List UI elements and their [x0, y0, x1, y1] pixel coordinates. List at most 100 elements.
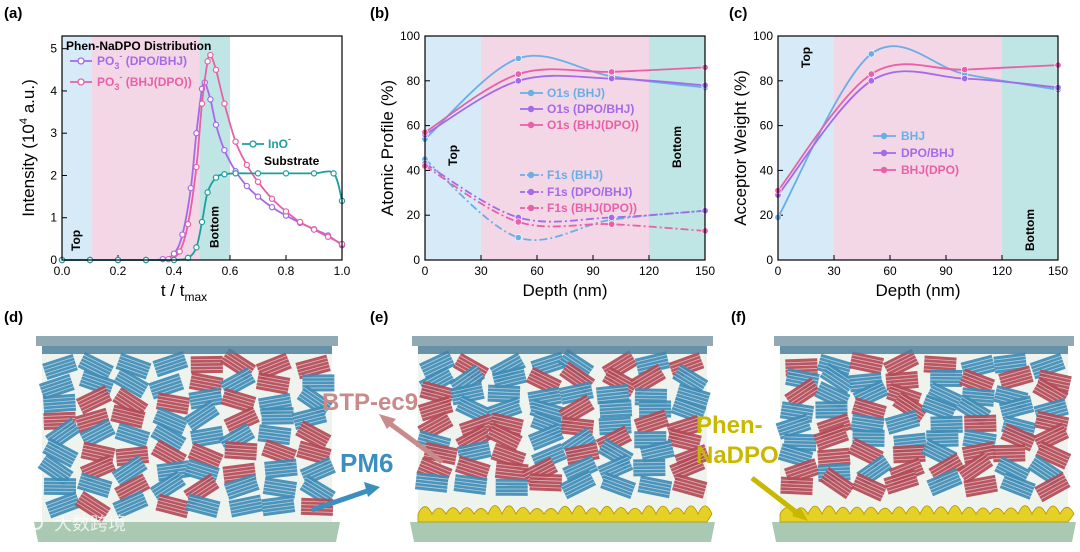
- series-point: [213, 175, 218, 180]
- film-illustration-e: [410, 336, 715, 542]
- phen-label-line2: NaDPO: [696, 442, 779, 469]
- legend-marker-2: [881, 167, 887, 173]
- phen-label-line1: Phen-: [696, 412, 763, 439]
- panel-label-e: (e): [370, 309, 388, 326]
- series-point: [199, 101, 204, 106]
- molecule-stripe: [191, 369, 223, 370]
- series-point: [868, 71, 874, 77]
- y-tick-label: 3: [50, 126, 57, 140]
- x-axis-label: Depth (nm): [522, 281, 607, 300]
- legend-marker-1: [78, 79, 84, 85]
- molecule-stack: [633, 459, 665, 476]
- legend-marker-1: [881, 150, 887, 156]
- legend-label-2: O1s (BHJ(DPO)): [547, 118, 639, 132]
- molecule-body: [44, 478, 76, 495]
- series-point: [208, 97, 213, 102]
- y-tick-label: 1: [50, 211, 57, 225]
- series-point: [325, 234, 330, 239]
- panel-label-a: (a): [4, 5, 22, 22]
- series-point: [233, 171, 238, 176]
- legend-marker-4: [528, 189, 534, 195]
- series-point: [188, 186, 193, 191]
- y-tick-label: 20: [760, 208, 774, 222]
- legend-marker-2: [528, 122, 534, 128]
- molecule-body: [633, 459, 665, 476]
- y-tick-label: 4: [50, 84, 57, 98]
- molecule-stripe: [853, 436, 885, 437]
- molecule-body: [599, 399, 632, 418]
- top-electrode-underlayer: [418, 346, 707, 354]
- molecule-body: [496, 479, 528, 496]
- molecule-stripe: [191, 363, 223, 364]
- x-tick-label: 90: [586, 264, 600, 278]
- y-tick-label: 100: [753, 29, 773, 43]
- series-point: [194, 164, 199, 169]
- series-point: [283, 171, 288, 176]
- region-label-bottom: Bottom: [1023, 209, 1037, 251]
- series-point: [177, 249, 182, 254]
- x-tick-label: 0.4: [166, 264, 183, 278]
- legend-label-1: O1s (DPO/BHJ): [547, 102, 634, 116]
- molecule-stack: [780, 477, 813, 495]
- panel-label-d: (d): [4, 309, 23, 326]
- y-axis-label: Acceptor Weight (%): [731, 70, 750, 226]
- region-label-top: Top: [69, 230, 83, 251]
- region-label-bottom: Bottom: [208, 206, 222, 248]
- x-tick-label: 0: [775, 264, 782, 278]
- substrate-slab: [772, 522, 1076, 542]
- series-point: [244, 183, 249, 188]
- y-tick-label: 5: [50, 42, 57, 56]
- legend-main: PO: [97, 75, 114, 89]
- molecule-body: [191, 356, 223, 374]
- series-point: [868, 78, 874, 84]
- x-tick-label: 90: [939, 264, 953, 278]
- x-tick-label: 0.2: [110, 264, 127, 278]
- y-tick-label: 80: [407, 74, 421, 88]
- x-tick-label: 30: [827, 264, 841, 278]
- y-axis-label-main: Intensity (10: [19, 124, 38, 217]
- molecule-stack: [529, 473, 562, 491]
- molecule-body: [264, 459, 298, 479]
- x-axis-label-main: t / t: [161, 281, 185, 300]
- series-point: [269, 196, 274, 201]
- legend-marker-5: [528, 205, 534, 211]
- legend-label-2: BHJ(DPO): [901, 163, 959, 177]
- series-point: [244, 162, 249, 167]
- legend-marker-2: [250, 141, 256, 147]
- series-point: [515, 55, 521, 61]
- series-point: [515, 234, 521, 240]
- legend-marker-3: [528, 172, 534, 178]
- molecule-stack: [264, 459, 298, 479]
- legend-label-4: F1s (DPO/BHJ): [547, 185, 632, 199]
- region-label-top: Top: [799, 47, 813, 68]
- annotation-substrate: Substrate: [264, 154, 320, 168]
- series-point: [213, 122, 218, 127]
- legend-label-1: DPO/BHJ: [901, 146, 954, 160]
- molecule-stack: [44, 478, 76, 495]
- x-tick-label: 150: [695, 264, 715, 278]
- molecule-stripe: [191, 359, 223, 360]
- series-point: [515, 71, 521, 77]
- series-point: [961, 66, 967, 72]
- y-axis-label-tail: a.u.): [19, 79, 38, 118]
- series-point: [222, 101, 227, 106]
- panel-label-c: (c): [729, 5, 747, 22]
- legend-label-5: F1s (BHJ(DPO)): [547, 201, 637, 215]
- legend-marker-0: [78, 58, 84, 64]
- legend-sub: 3: [114, 61, 119, 71]
- molecule-stack: [599, 399, 632, 418]
- molecule-stack: [415, 472, 449, 492]
- top-electrode: [774, 336, 1074, 346]
- series-point: [515, 219, 521, 225]
- legend-marker-0: [881, 133, 887, 139]
- chart-title: Phen-NaDPO Distribution: [66, 39, 211, 53]
- molecule-body: [993, 444, 1025, 462]
- x-tick-label: 60: [530, 264, 544, 278]
- series-point: [608, 221, 614, 227]
- series-point: [255, 179, 260, 184]
- series-point: [213, 67, 218, 72]
- series-point: [194, 131, 199, 136]
